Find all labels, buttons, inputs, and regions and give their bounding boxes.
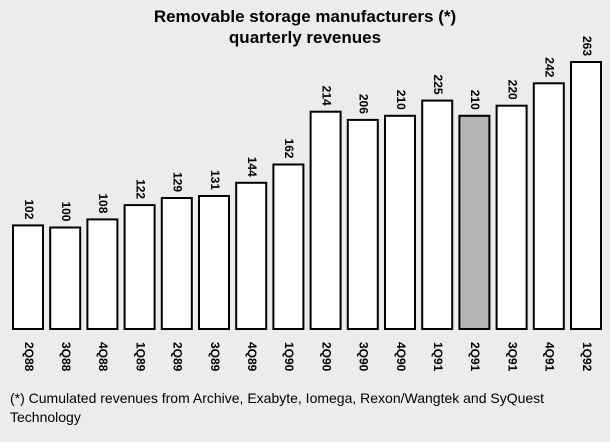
- value-label-2Q88: 102: [22, 199, 36, 219]
- bar-3Q91: [495, 104, 528, 330]
- bar-3Q89: [198, 195, 230, 330]
- value-label-3Q91: 220: [505, 80, 519, 100]
- bar-2Q89: [160, 197, 193, 330]
- value-label-1Q91: 225: [431, 75, 445, 95]
- bar-3Q88: [49, 226, 82, 330]
- bar-1Q89: [123, 204, 156, 331]
- tick-label-1Q92: 1Q92: [580, 342, 594, 372]
- chart-title-line-2: quarterly revenues: [228, 28, 382, 47]
- value-label-1Q90: 162: [282, 138, 296, 158]
- tick-label-1Q90: 1Q90: [282, 342, 296, 372]
- tick-label-4Q91: 4Q91: [543, 342, 557, 372]
- tick-label-1Q89: 1Q89: [133, 342, 147, 372]
- bar-1Q90: [272, 163, 305, 330]
- chart-title-line-1: Removable storage manufacturers (*): [153, 7, 457, 26]
- bar-4Q88: [86, 218, 119, 330]
- bar-4Q89: [235, 181, 268, 330]
- value-label-2Q90: 214: [319, 86, 333, 106]
- tick-label-4Q89: 4Q89: [245, 342, 259, 372]
- bar-1Q92: [570, 61, 602, 330]
- tick-label-3Q90: 3Q90: [357, 342, 371, 372]
- bar-2Q91: [458, 114, 491, 330]
- tick-label-1Q91: 1Q91: [431, 342, 445, 372]
- value-label-1Q92: 263: [580, 36, 594, 56]
- tick-label-4Q88: 4Q88: [96, 342, 110, 372]
- bar-4Q90: [384, 114, 416, 330]
- bar-4Q91: [532, 82, 565, 330]
- value-label-1Q89: 122: [133, 179, 147, 199]
- tick-label-2Q88: 2Q88: [22, 342, 36, 372]
- chart-title: Removable storage manufacturers (*) quar…: [0, 6, 610, 48]
- value-label-2Q91: 210: [468, 90, 482, 110]
- tick-label-4Q90: 4Q90: [394, 342, 408, 372]
- value-label-4Q89: 144: [245, 157, 259, 177]
- tick-label-2Q91: 2Q91: [468, 342, 482, 372]
- value-label-3Q90: 206: [357, 94, 371, 114]
- bar-2Q88: [12, 224, 44, 330]
- footnote: (*) Cumulated revenues from Archive, Exa…: [10, 390, 545, 425]
- value-label-3Q89: 131: [208, 170, 222, 190]
- bar-3Q90: [346, 118, 379, 331]
- tick-label-3Q88: 3Q88: [59, 342, 73, 372]
- value-label-3Q88: 100: [59, 201, 73, 221]
- value-label-4Q91: 242: [543, 57, 557, 77]
- bar-1Q91: [421, 99, 454, 330]
- tick-label-3Q89: 3Q89: [208, 342, 222, 372]
- tick-label-2Q89: 2Q89: [171, 342, 185, 372]
- value-label-4Q90: 210: [394, 90, 408, 110]
- tick-label-3Q91: 3Q91: [505, 342, 519, 372]
- value-label-2Q89: 129: [171, 172, 185, 192]
- bar-2Q90: [309, 110, 342, 330]
- tick-label-2Q90: 2Q90: [319, 342, 333, 372]
- value-label-4Q88: 108: [96, 193, 110, 213]
